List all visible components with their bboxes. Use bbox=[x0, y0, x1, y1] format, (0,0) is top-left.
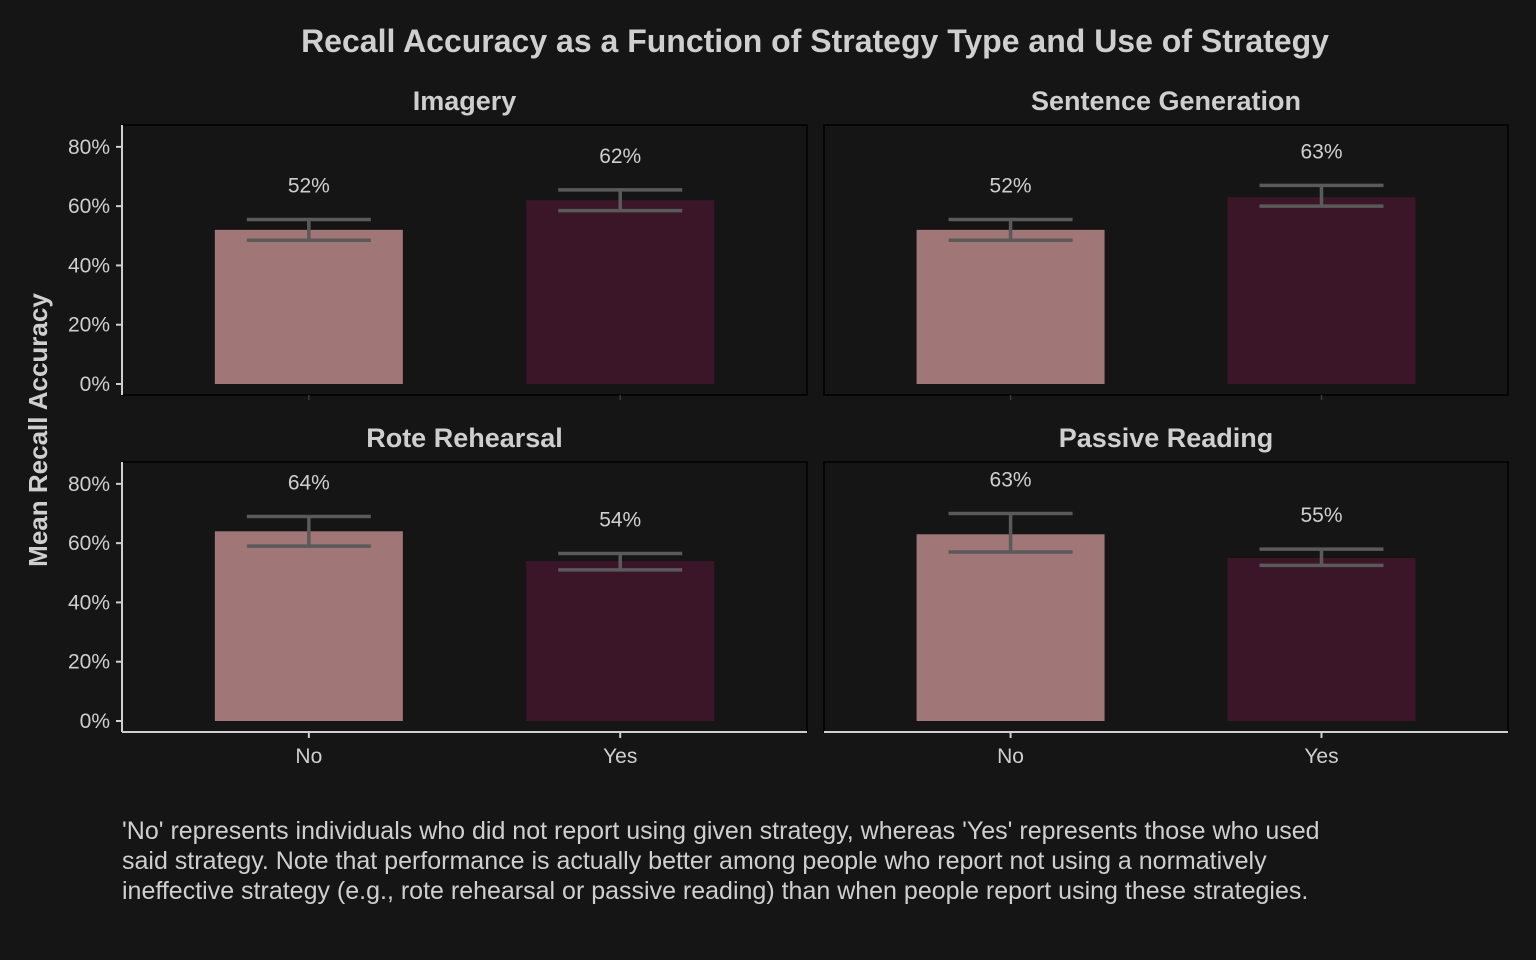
data-label-sentence-generation-yes: 63% bbox=[1300, 140, 1342, 163]
y-tick-label-imagery-3: 60% bbox=[68, 195, 110, 218]
data-label-passive-reading-no: 63% bbox=[990, 469, 1032, 492]
panel-title-passive-reading: Passive Reading bbox=[1059, 423, 1274, 453]
bar-sentence-generation-no bbox=[916, 229, 1105, 384]
bar-sentence-generation-yes bbox=[1227, 197, 1416, 384]
chart-title: Recall Accuracy as a Function of Strateg… bbox=[301, 23, 1329, 59]
y-tick-label-imagery-4: 80% bbox=[68, 136, 110, 159]
bar-passive-reading-yes bbox=[1227, 557, 1416, 721]
x-tick-label-passive-reading-yes: Yes bbox=[1304, 745, 1338, 768]
y-tick-label-rote-rehearsal-4: 80% bbox=[68, 473, 110, 496]
x-tick-label-passive-reading-no: No bbox=[997, 745, 1024, 768]
bar-rote-rehearsal-yes bbox=[526, 560, 715, 721]
panel-title-imagery: Imagery bbox=[413, 86, 517, 116]
bar-imagery-yes bbox=[526, 200, 715, 384]
data-label-imagery-yes: 62% bbox=[599, 145, 641, 168]
x-tick-label-rote-rehearsal-no: No bbox=[295, 745, 322, 768]
bar-imagery-no bbox=[214, 229, 403, 384]
figure-caption: 'No' represents individuals who did not … bbox=[122, 816, 1512, 906]
bar-rote-rehearsal-no bbox=[214, 531, 403, 721]
data-label-rote-rehearsal-no: 64% bbox=[288, 471, 330, 494]
caption-line-3: ineffective strategy (e.g., rote rehears… bbox=[122, 877, 1309, 905]
caption-line-2: said strategy. Note that performance is … bbox=[122, 847, 1267, 875]
data-label-imagery-no: 52% bbox=[288, 174, 330, 197]
y-tick-label-rote-rehearsal-1: 20% bbox=[68, 651, 110, 674]
y-tick-label-rote-rehearsal-0: 0% bbox=[80, 710, 110, 733]
y-tick-label-imagery-0: 0% bbox=[80, 373, 110, 396]
bar-passive-reading-no bbox=[916, 534, 1105, 721]
y-tick-label-rote-rehearsal-2: 40% bbox=[68, 591, 110, 614]
panel-frame-sentence-generation bbox=[823, 124, 1509, 396]
data-label-rote-rehearsal-yes: 54% bbox=[599, 509, 641, 532]
panel-title-sentence-generation: Sentence Generation bbox=[1031, 86, 1301, 116]
y-tick-label-imagery-2: 40% bbox=[68, 254, 110, 277]
y-tick-label-rote-rehearsal-3: 60% bbox=[68, 532, 110, 555]
data-label-passive-reading-yes: 55% bbox=[1300, 504, 1342, 527]
data-label-sentence-generation-no: 52% bbox=[990, 174, 1032, 197]
y-axis-label: Mean Recall Accuracy bbox=[23, 293, 53, 567]
x-tick-label-rote-rehearsal-yes: Yes bbox=[603, 745, 637, 768]
y-tick-label-imagery-1: 20% bbox=[68, 314, 110, 337]
caption-line-1: 'No' represents individuals who did not … bbox=[122, 817, 1320, 845]
panel-title-rote-rehearsal: Rote Rehearsal bbox=[366, 423, 563, 453]
